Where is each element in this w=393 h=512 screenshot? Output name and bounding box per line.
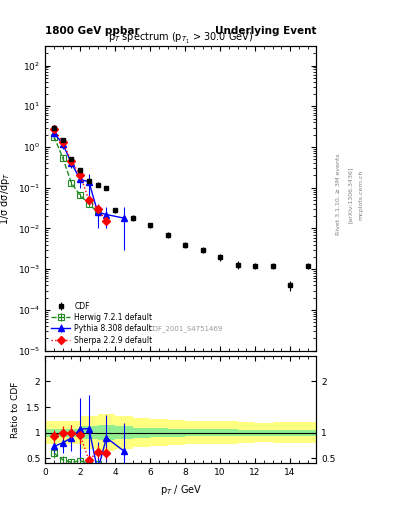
Text: Underlying Event: Underlying Event	[215, 26, 316, 36]
Text: Rivet 3.1.10, ≥ 3M events: Rivet 3.1.10, ≥ 3M events	[336, 154, 341, 236]
Legend: CDF, Herwig 7.2.1 default, Pythia 8.308 default, Sherpa 2.2.9 default: CDF, Herwig 7.2.1 default, Pythia 8.308 …	[49, 300, 155, 347]
Y-axis label: Ratio to CDF: Ratio to CDF	[11, 381, 20, 438]
Text: 1800 GeV ppbar: 1800 GeV ppbar	[45, 26, 140, 36]
Text: [arXiv:1306.3436]: [arXiv:1306.3436]	[348, 166, 353, 223]
Title: p$_T$ spectrum (p$_{T_{1}}$ > 30.0 GeV): p$_T$ spectrum (p$_{T_{1}}$ > 30.0 GeV)	[108, 31, 253, 46]
Text: mcplots.cern.ch: mcplots.cern.ch	[359, 169, 364, 220]
X-axis label: p$_T$ / GeV: p$_T$ / GeV	[160, 483, 202, 497]
Text: CDF_2001_S4751469: CDF_2001_S4751469	[149, 326, 223, 332]
Y-axis label: 1/σ dσ/dp$_T$: 1/σ dσ/dp$_T$	[0, 172, 12, 225]
